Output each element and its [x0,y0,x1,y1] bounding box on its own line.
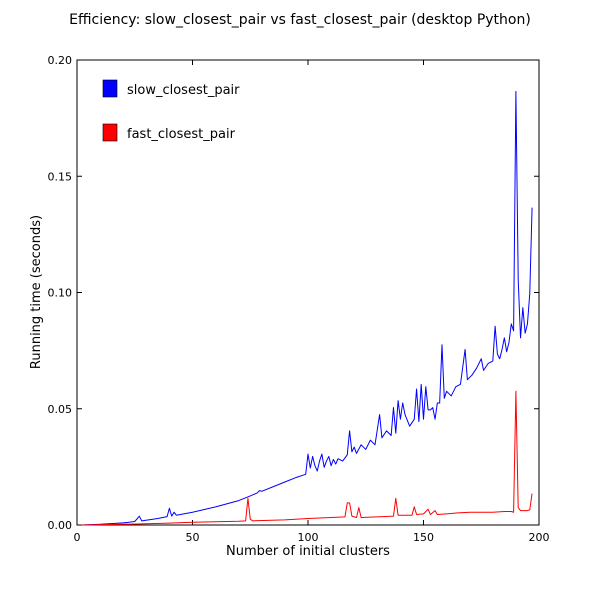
x-tick-label: 0 [74,531,81,544]
x-axis-title: Number of initial clusters [226,544,390,559]
legend: slow_closest_pair fast_closest_pair [102,79,240,142]
y-axis-title: Running time (seconds) [29,215,44,369]
legend-label-slow: slow_closest_pair [127,83,240,98]
chart-title: Efficiency: slow_closest_pair vs fast_cl… [69,12,531,28]
x-tick-label: 150 [413,531,434,544]
series-line-fast-closest-pair [81,390,533,526]
y-tick-label: 0.15 [48,170,73,183]
y-tick-label: 0.00 [48,519,73,532]
series-layer [81,90,533,526]
y-tick-label: 0.05 [48,403,73,416]
x-tick-label: 200 [529,531,550,544]
x-tick-label: 50 [186,531,200,544]
y-tick-label: 0.20 [48,54,73,67]
legend-swatch-slow [102,79,118,98]
ticks-layer: 0 50 100 150 200 0.00 0.05 0.10 0.15 0.20 [48,54,550,544]
x-tick-label: 100 [298,531,319,544]
legend-swatch-fast [102,123,118,142]
series-line-slow-closest-pair [81,90,533,526]
legend-label-fast: fast_closest_pair [127,127,236,142]
y-tick-label: 0.10 [48,287,73,300]
